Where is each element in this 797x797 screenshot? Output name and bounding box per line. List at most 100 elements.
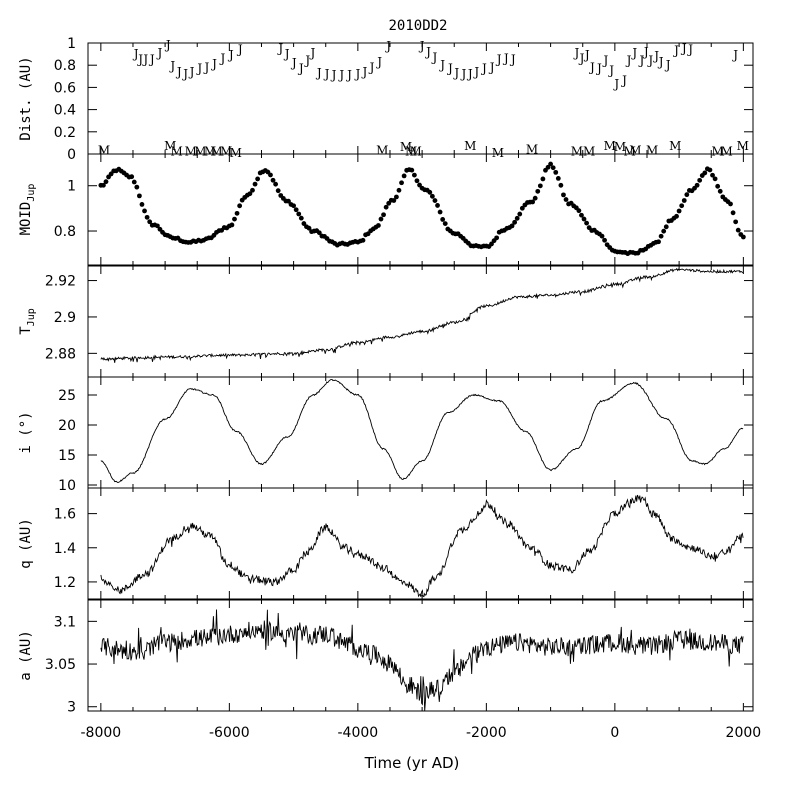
jupiter-encounter-marker: J (368, 60, 375, 74)
moid-point (514, 215, 520, 221)
moid-point (707, 167, 713, 173)
moid-point (378, 216, 384, 222)
panel-frame (87, 487, 754, 600)
mars-encounter-marker: M (492, 146, 504, 160)
mars-encounter-marker: M (164, 139, 176, 153)
jupiter-encounter-marker: J (466, 67, 473, 81)
x-tick-label: -6000 (209, 725, 250, 741)
moid-point (550, 165, 556, 171)
moid-point (234, 210, 240, 216)
moid-point (519, 205, 525, 211)
jupiter-encounter-marker: J (195, 61, 202, 75)
jupiter-encounter-marker: J (276, 41, 283, 55)
mars-encounter-marker: M (629, 144, 641, 158)
moid-point (715, 183, 721, 189)
jupiter-encounter-marker: J (297, 61, 304, 75)
mars-encounter-marker: M (646, 144, 658, 158)
mars-encounter-marker: M (614, 140, 626, 154)
moid-point (532, 195, 538, 201)
moid-point (581, 216, 587, 222)
mars-encounter-marker: M (171, 145, 183, 159)
jupiter-encounter-marker: J (686, 43, 693, 57)
jupiter-encounter-marker: J (424, 45, 431, 59)
jupiter-encounter-marker: J (446, 61, 453, 75)
y-axis-label-main: MOID (18, 202, 34, 236)
y-tick-label: 25 (58, 388, 76, 404)
jupiter-encounter-marker: J (588, 60, 595, 74)
jupiter-encounter-marker: J (495, 53, 502, 67)
moid-point (391, 198, 397, 203)
y-tick-label: 2.88 (45, 346, 76, 362)
mars-encounter-marker: M (210, 145, 222, 159)
jupiter-encounter-marker: J (210, 57, 217, 71)
mars-encounter-marker: M (604, 139, 616, 153)
moid-point (717, 188, 723, 194)
moid-point (286, 198, 291, 204)
moid-point (101, 182, 106, 188)
jupiter-encounter-marker: J (480, 61, 487, 75)
moid-point (712, 176, 718, 182)
moid-point (710, 172, 715, 178)
moid-point (576, 208, 582, 214)
jupiter-encounter-marker: J (418, 39, 425, 53)
jupiter-encounter-marker: J (290, 56, 297, 70)
moid-point (401, 173, 407, 179)
jupiter-encounter-marker: J (578, 51, 585, 65)
moid-point (144, 214, 150, 220)
moid-point (399, 180, 404, 186)
moid-point (681, 198, 687, 203)
moid-point (270, 177, 276, 183)
moid-point (733, 219, 739, 225)
moid-point (702, 170, 708, 176)
mars-encounter-marker: M (721, 145, 733, 159)
moid-point (376, 223, 381, 228)
moid-point (291, 203, 297, 209)
y-axis-label-sub: Jup (26, 308, 37, 326)
jupiter-encounter-marker: J (612, 77, 619, 91)
moid-point (134, 184, 140, 190)
jupiter-encounter-marker: J (330, 68, 337, 82)
jupiter-encounter-marker: J (601, 54, 608, 68)
moid-point (247, 191, 253, 197)
moid-point (530, 199, 536, 205)
moid-point (293, 207, 299, 213)
series-line-incl (100, 379, 744, 483)
mars-encounter-marker: M (571, 145, 583, 159)
moid-point (383, 204, 389, 210)
chart-title: 2010DD2 (388, 18, 447, 34)
x-tick-label: -2000 (466, 725, 507, 741)
jupiter-encounter-marker: J (337, 68, 344, 82)
jupiter-encounter-marker: J (236, 43, 243, 57)
jupiter-encounter-marker: J (202, 60, 209, 74)
mars-encounter-marker: M (405, 145, 417, 159)
moid-point (275, 188, 281, 194)
x-tick-label: 0 (610, 725, 619, 741)
series-line-a (100, 609, 744, 712)
y-tick-label: 1.6 (54, 507, 76, 523)
moid-point (435, 203, 440, 208)
moid-point (316, 230, 322, 236)
jupiter-encounter-marker: J (731, 48, 738, 62)
moid-point (252, 181, 258, 187)
jupiter-encounter-marker: J (620, 74, 627, 88)
jupiter-encounter-marker: J (630, 46, 637, 60)
moid-point (676, 208, 682, 214)
moid-point (512, 219, 518, 225)
jupiter-encounter-marker: J (345, 68, 352, 82)
jupiter-encounter-marker: J (573, 46, 580, 60)
moid-point (139, 202, 145, 207)
panel-frame (87, 265, 754, 378)
moid-point (381, 212, 386, 218)
moid-point (584, 220, 589, 226)
y-tick-label: 3.1 (54, 614, 76, 630)
jupiter-encounter-marker: J (509, 53, 516, 67)
y-tick-label: 0.6 (54, 80, 76, 96)
jupiter-encounter-marker: J (168, 59, 175, 73)
jupiter-encounter-marker: J (625, 54, 632, 68)
moid-point (730, 210, 736, 216)
jupiter-encounter-marker: J (672, 44, 679, 58)
moid-point (679, 203, 685, 209)
jupiter-encounter-marker: J (680, 41, 687, 55)
panel-frame (87, 599, 754, 712)
